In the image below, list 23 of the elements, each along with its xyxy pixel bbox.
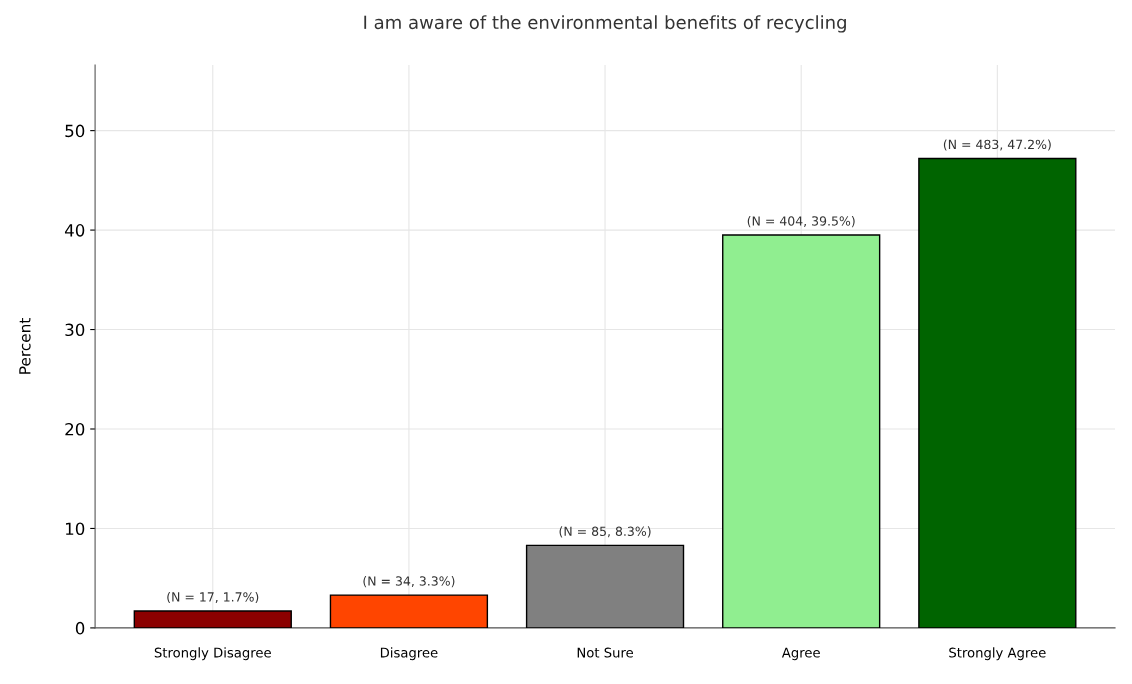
y-axis-title: Percent [19, 318, 31, 374]
data-label: (N = 483, 47.2%) [943, 139, 1051, 151]
x-tick-label: Agree [781, 647, 820, 661]
data-label: (N = 404, 39.5%) [747, 216, 855, 228]
chart-title: I am aware of the environmental benefits of recycling [364, 15, 846, 33]
bar [918, 157, 1077, 628]
bar [722, 234, 881, 628]
data-label: (N = 17, 1.7%) [167, 591, 259, 604]
x-tick-label: Strongly Disagree [154, 647, 271, 661]
y-tick-label: 10 [65, 522, 85, 536]
x-tick-label: Not Sure [577, 647, 633, 658]
y-tick-label: 20 [65, 422, 85, 436]
bar [329, 594, 489, 628]
y-tick-label: 0 [75, 621, 85, 635]
y-tick-label: 40 [64, 224, 85, 237]
data-label: (N = 34, 3.3%) [363, 576, 455, 588]
x-tick-label: Disagree [380, 647, 438, 661]
x-tick-label: Strongly Agree [949, 647, 1046, 661]
data-label: (N = 85, 8.3%) [559, 526, 651, 538]
y-tick-label: 30 [65, 323, 85, 337]
y-tick-label: 50 [65, 124, 85, 138]
bar [525, 544, 685, 628]
bar [133, 610, 292, 628]
